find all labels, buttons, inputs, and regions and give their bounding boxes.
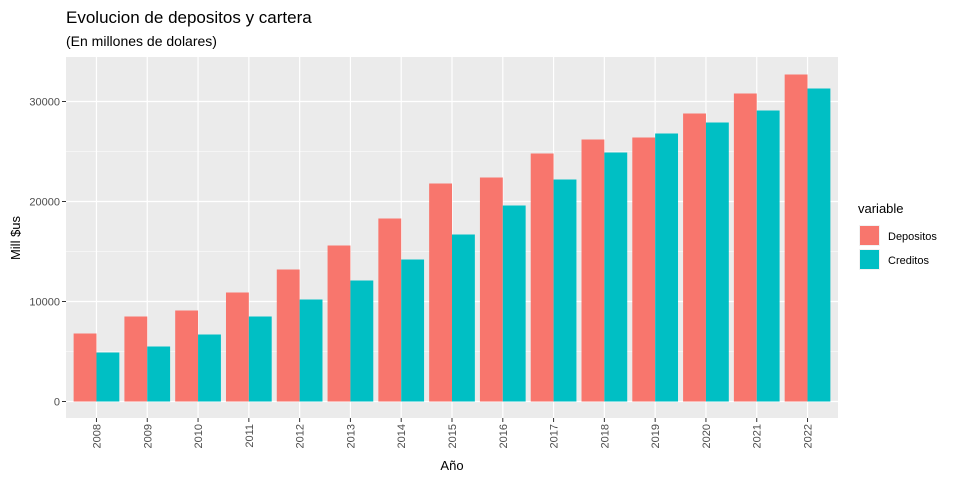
bar-depositos-2013: [327, 245, 351, 402]
bar-creditos-2018: [604, 152, 628, 402]
y-axis-title: Mill $us: [8, 215, 23, 260]
x-tick-label: 2016: [498, 424, 510, 448]
bar-depositos-2008: [73, 333, 97, 402]
bar-creditos-2011: [248, 316, 272, 402]
bar-depositos-2020: [683, 113, 706, 402]
bar-depositos-2017: [530, 153, 554, 402]
chart-title: Evolucion de depositos y cartera: [66, 8, 312, 27]
legend-label-creditos: Creditos: [888, 255, 929, 267]
y-tick-label: 30000: [29, 97, 60, 109]
bar-depositos-2012: [276, 269, 300, 402]
bar-creditos-2008: [96, 352, 120, 402]
bar-creditos-2022: [807, 88, 831, 402]
x-tick-label: 2011: [244, 424, 256, 448]
x-tick-label: 2019: [650, 424, 662, 448]
bar-creditos-2020: [705, 122, 729, 402]
bar-creditos-2017: [553, 179, 577, 402]
bar-depositos-2018: [581, 139, 605, 402]
bar-depositos-2019: [632, 137, 656, 402]
x-tick-label: 2012: [295, 424, 307, 448]
bar-depositos-2014: [378, 218, 402, 402]
x-tick-label: 2015: [447, 424, 459, 448]
bar-depositos-2010: [175, 310, 199, 402]
bar-creditos-2014: [401, 259, 425, 402]
bar-creditos-2010: [198, 334, 221, 402]
bar-creditos-2015: [452, 234, 475, 402]
y-tick-label: 0: [54, 397, 60, 409]
bars: [73, 74, 831, 402]
y-tick-label: 20000: [29, 197, 60, 209]
legend-swatch-depositos: [860, 226, 879, 245]
bar-creditos-2021: [756, 110, 780, 402]
bar-creditos-2019: [655, 133, 679, 402]
x-tick-label: 2010: [193, 424, 205, 448]
x-tick-label: 2020: [701, 424, 713, 448]
bar-creditos-2016: [502, 205, 526, 402]
bar-creditos-2013: [350, 280, 374, 402]
x-tick-label: 2014: [396, 424, 408, 448]
x-tick-label: 2017: [549, 424, 561, 448]
x-tick-label: 2013: [345, 424, 357, 448]
x-tick-label: 2008: [91, 424, 103, 448]
x-tick-label: 2009: [142, 424, 154, 448]
bar-depositos-2009: [124, 316, 148, 402]
bar-depositos-2022: [784, 74, 808, 402]
legend-swatch-creditos: [860, 250, 879, 269]
x-axis-title: Año: [440, 458, 463, 473]
x-tick-label: 2018: [599, 424, 611, 448]
y-tick-label: 10000: [29, 297, 60, 309]
legend-label-depositos: Depositos: [888, 231, 937, 243]
bar-creditos-2012: [299, 299, 323, 402]
bar-creditos-2009: [147, 346, 171, 402]
x-tick-label: 2021: [752, 424, 764, 448]
bar-depositos-2015: [429, 183, 452, 402]
bar-depositos-2011: [225, 292, 249, 402]
x-tick-label: 2022: [803, 424, 815, 448]
legend-title: variable: [858, 201, 904, 216]
legend: variable Depositos Creditos: [858, 201, 937, 270]
x-axis: 2008 2009 2010 2011 2012 2013 2014 2015 2016 2017…: [91, 418, 815, 448]
y-axis: 0 10000 20000 30000: [29, 97, 66, 409]
bar-depositos-2016: [479, 177, 503, 402]
bar-depositos-2021: [733, 93, 757, 402]
chart-subtitle: (En millones de dolares): [66, 33, 217, 49]
